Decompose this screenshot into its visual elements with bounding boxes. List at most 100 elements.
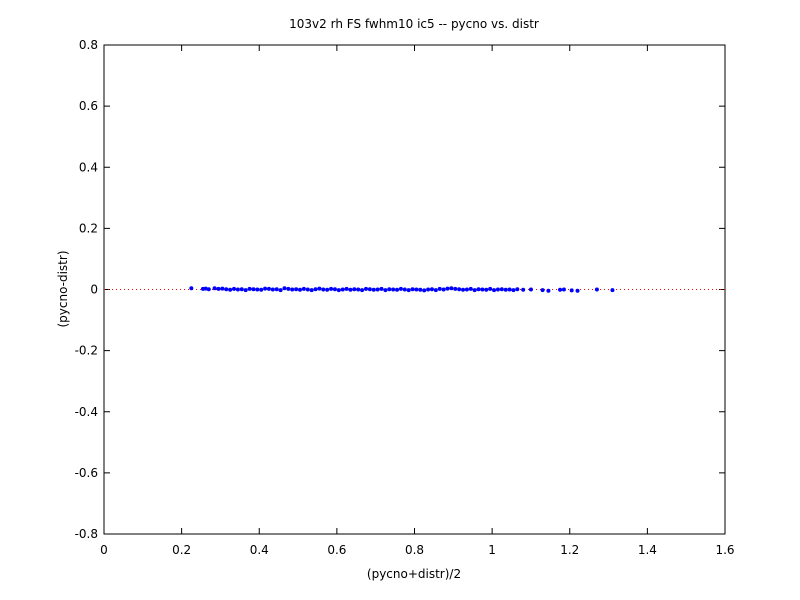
- x-axis-label: (pycno+distr)/2: [367, 567, 461, 581]
- point: [480, 287, 485, 292]
- point: [301, 286, 306, 291]
- point: [484, 287, 489, 292]
- point: [437, 286, 442, 291]
- point: [270, 287, 275, 292]
- x-tick-label: 1: [488, 543, 496, 557]
- point: [441, 287, 446, 292]
- point: [360, 288, 365, 293]
- point: [503, 287, 508, 292]
- point: [561, 287, 566, 292]
- point: [414, 287, 419, 292]
- point: [356, 287, 361, 292]
- point: [282, 286, 287, 291]
- point: [488, 286, 493, 291]
- point: [348, 287, 353, 292]
- point: [298, 287, 303, 292]
- point: [457, 287, 462, 292]
- y-tick-label: 0.8: [79, 38, 98, 52]
- chart-title: 103v2 rh FS fwhm10 ic5 -- pycno vs. dist…: [289, 17, 539, 31]
- y-tick-label: 0.2: [79, 221, 98, 235]
- point: [251, 287, 256, 292]
- point: [528, 287, 533, 292]
- y-tick-label: -0.2: [75, 344, 98, 358]
- point: [449, 286, 454, 291]
- point: [569, 288, 574, 293]
- point: [461, 287, 466, 292]
- x-tick-label: 0.6: [327, 543, 346, 557]
- point: [321, 287, 326, 292]
- point: [426, 287, 431, 292]
- point: [453, 286, 458, 291]
- point: [410, 287, 415, 292]
- y-tick-label: 0.4: [79, 160, 98, 174]
- point: [228, 287, 233, 292]
- point: [247, 286, 252, 291]
- point: [575, 288, 580, 293]
- point: [379, 286, 384, 291]
- point: [278, 288, 283, 293]
- point: [329, 286, 334, 291]
- point: [266, 286, 271, 291]
- y-tick-label: -0.8: [75, 527, 98, 541]
- point: [332, 287, 337, 292]
- point: [286, 286, 291, 291]
- point: [263, 286, 268, 291]
- point: [495, 287, 500, 292]
- point: [309, 288, 314, 293]
- y-axis-label: (pycno-distr): [56, 250, 70, 327]
- point: [492, 288, 497, 293]
- y-tick-label: -0.6: [75, 466, 98, 480]
- point: [418, 287, 423, 292]
- point: [468, 286, 473, 291]
- point: [363, 286, 368, 291]
- point: [212, 286, 217, 291]
- point: [507, 287, 512, 292]
- point: [189, 286, 194, 291]
- point: [387, 287, 392, 292]
- point: [313, 287, 318, 292]
- point: [336, 288, 341, 293]
- point: [232, 286, 237, 291]
- point: [203, 286, 208, 291]
- point: [464, 287, 469, 292]
- point: [472, 288, 477, 293]
- point: [216, 286, 221, 291]
- x-tick-label: 1.4: [638, 543, 657, 557]
- point: [383, 288, 388, 293]
- point: [239, 287, 244, 292]
- y-tick-label: 0.6: [79, 99, 98, 113]
- point: [344, 286, 349, 291]
- point: [259, 287, 264, 292]
- y-tick-label: 0: [90, 283, 98, 297]
- x-tick-label: 0.2: [172, 543, 191, 557]
- point: [305, 287, 310, 292]
- point: [499, 287, 504, 292]
- x-tick-label: 1.6: [715, 543, 734, 557]
- point: [398, 286, 403, 291]
- point: [255, 287, 260, 292]
- point: [371, 287, 376, 292]
- point: [511, 288, 516, 293]
- point: [375, 287, 380, 292]
- point: [540, 288, 545, 293]
- point: [610, 288, 615, 293]
- point: [521, 287, 526, 292]
- point: [317, 286, 322, 291]
- x-tick-label: 0.4: [250, 543, 269, 557]
- point: [340, 287, 345, 292]
- y-tick-label: -0.4: [75, 405, 98, 419]
- point: [594, 287, 599, 292]
- point: [243, 288, 248, 293]
- point: [515, 287, 520, 292]
- point: [352, 287, 357, 292]
- point: [429, 287, 434, 292]
- point: [206, 287, 211, 292]
- point: [367, 287, 372, 292]
- x-tick-label: 0.8: [405, 543, 424, 557]
- point: [406, 288, 411, 293]
- point: [433, 288, 438, 293]
- point: [220, 286, 225, 291]
- point: [558, 287, 563, 292]
- point: [395, 287, 400, 292]
